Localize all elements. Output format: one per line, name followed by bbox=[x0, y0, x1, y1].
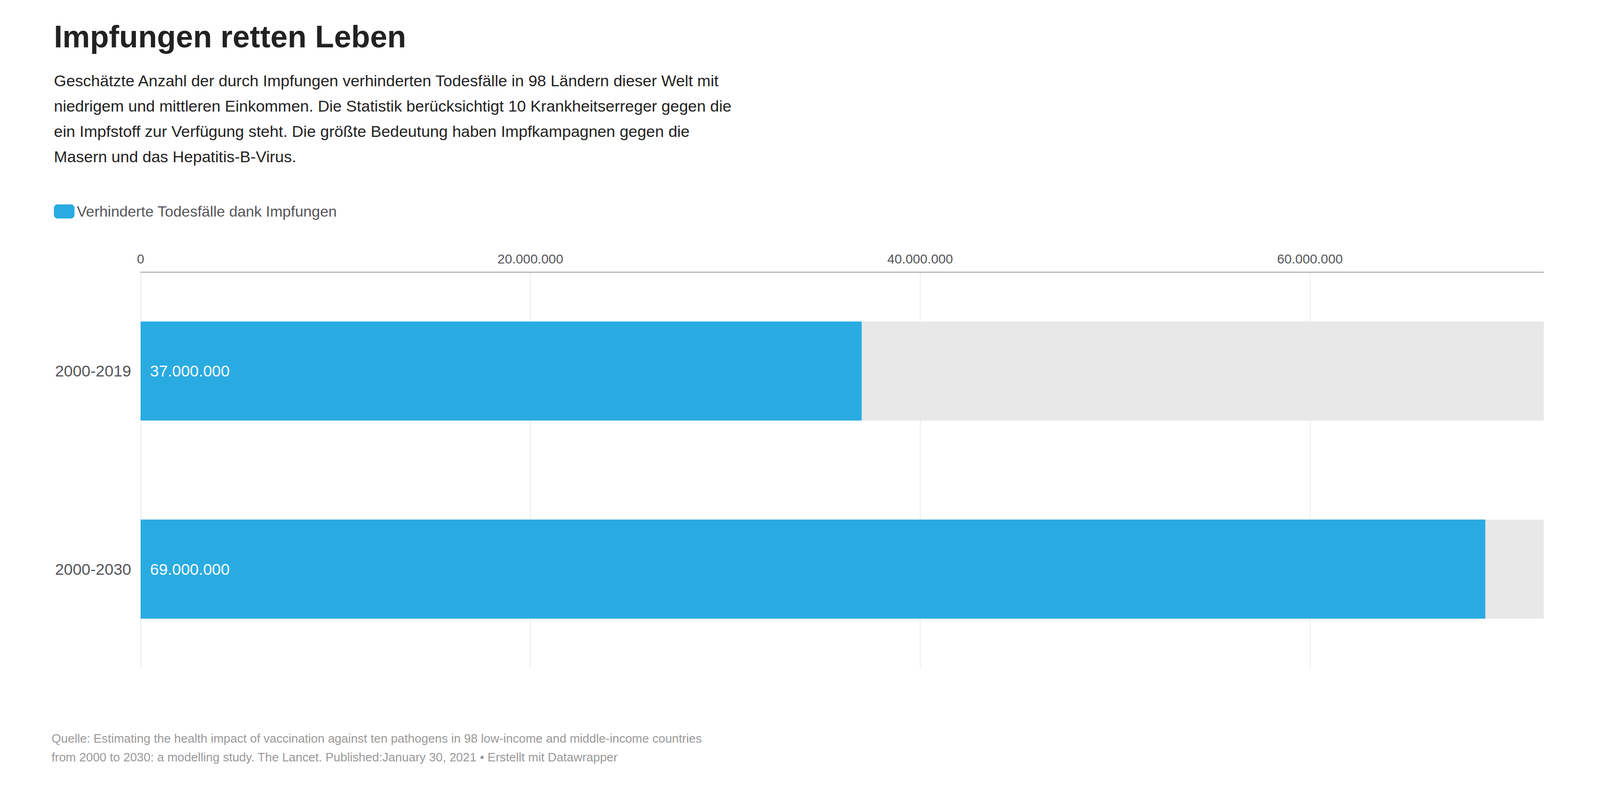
svg-text:60.000.000: 60.000.000 bbox=[1277, 251, 1343, 267]
svg-text:niedrigem und mittleren Einkom: niedrigem und mittleren Einkommen. Die S… bbox=[53, 97, 732, 115]
svg-text:from 2000 to 2030: a modelling: from 2000 to 2030: a modelling study. Th… bbox=[51, 749, 618, 764]
svg-text:37.000.000: 37.000.000 bbox=[149, 361, 230, 380]
svg-text:ein Impfstoff zur Verfügung st: ein Impfstoff zur Verfügung steht. Die g… bbox=[53, 122, 690, 141]
svg-text:Impfungen retten Leben: Impfungen retten Leben bbox=[53, 19, 407, 54]
svg-text:Geschätzte Anzahl der durch Im: Geschätzte Anzahl der durch Impfungen ve… bbox=[53, 71, 719, 90]
svg-text:2000-2030: 2000-2030 bbox=[54, 560, 132, 578]
svg-text:40.000.000: 40.000.000 bbox=[887, 251, 953, 267]
svg-text:20.000.000: 20.000.000 bbox=[497, 251, 564, 267]
svg-text:2000-2019: 2000-2019 bbox=[54, 361, 132, 380]
svg-text:Quelle: Estimating the health: Quelle: Estimating the health impact of … bbox=[51, 731, 702, 746]
svg-text:69.000.000: 69.000.000 bbox=[149, 560, 230, 578]
svg-text:Verhinderte Todesfälle dank Im: Verhinderte Todesfälle dank Impfungen bbox=[76, 202, 337, 220]
svg-text:Masern und das Hepatitis-B-Vir: Masern und das Hepatitis-B-Virus. bbox=[53, 147, 297, 166]
svg-text:0: 0 bbox=[136, 251, 145, 267]
